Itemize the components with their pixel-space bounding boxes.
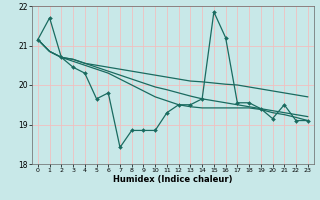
- X-axis label: Humidex (Indice chaleur): Humidex (Indice chaleur): [113, 175, 233, 184]
